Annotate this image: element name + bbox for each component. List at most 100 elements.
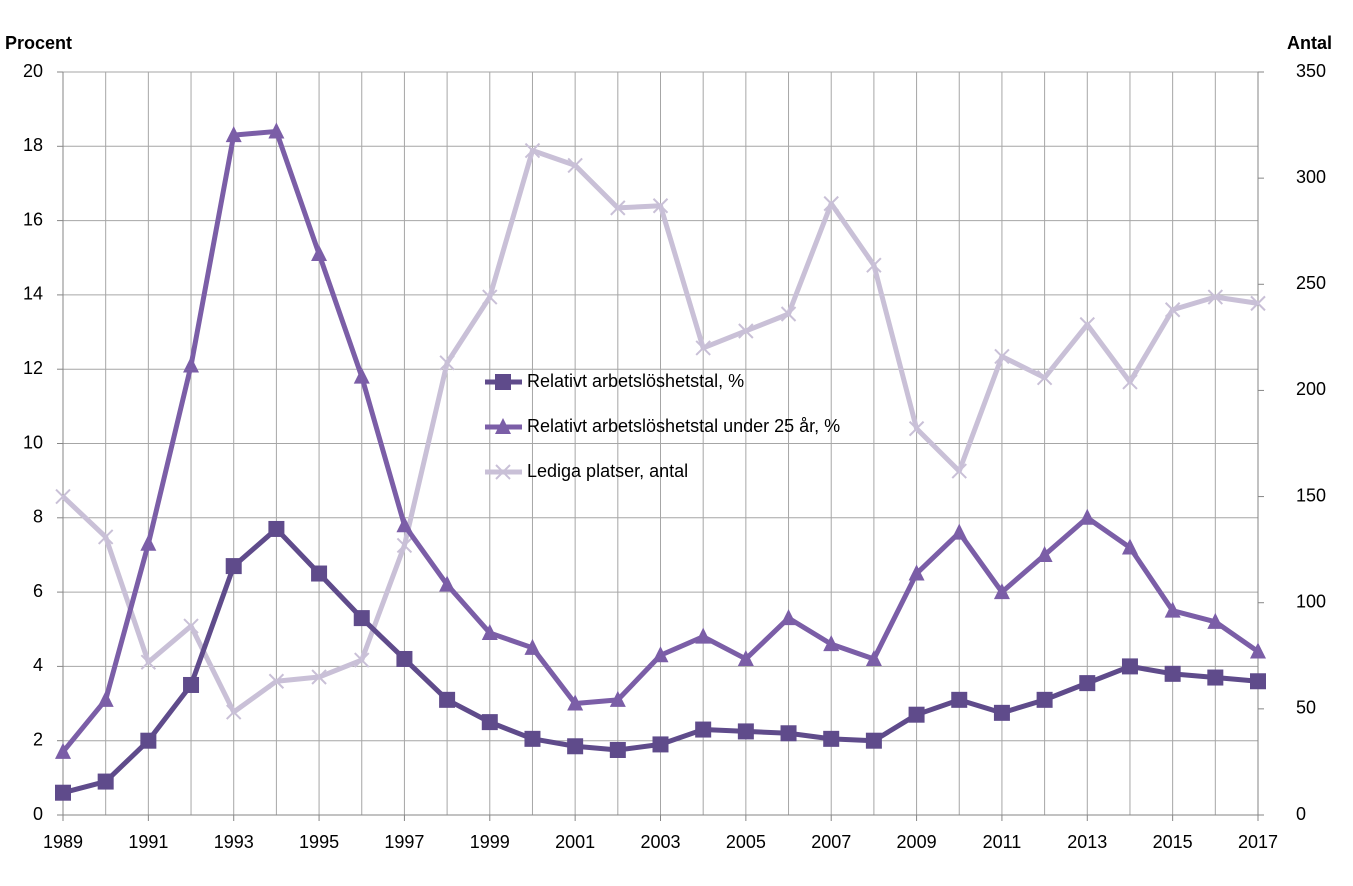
x-tick-label: 1991	[128, 832, 168, 852]
marker-triangle	[567, 694, 584, 711]
marker-square	[481, 714, 498, 731]
marker-square	[652, 736, 669, 753]
marker-square	[495, 374, 511, 390]
marker-triangle	[652, 646, 669, 663]
marker-triangle	[183, 356, 200, 373]
marker-square	[823, 730, 840, 747]
marker-square	[865, 732, 882, 749]
legend-label: Relativt arbetslöshetstal under 25 år, %	[527, 416, 840, 436]
x-tick-label: 2013	[1067, 832, 1107, 852]
marker-x	[55, 488, 71, 505]
x-tick-label: 2007	[811, 832, 851, 852]
y-axis-label: Procent	[5, 33, 72, 53]
marker-x	[738, 323, 754, 339]
y-tick-label: 0	[33, 804, 43, 824]
x-tick-label: 2011	[983, 832, 1022, 852]
marker-triangle	[439, 575, 456, 592]
y-tick-label: 8	[33, 507, 43, 527]
marker-square	[951, 691, 968, 708]
marker-square	[183, 676, 200, 693]
marker-triangle	[140, 534, 157, 551]
marker-triangle	[1207, 612, 1224, 629]
x-tick-label: 1989	[43, 832, 83, 852]
marker-x	[1250, 295, 1266, 312]
y2-tick-label: 250	[1296, 273, 1326, 293]
marker-triangle	[780, 609, 797, 626]
marker-square	[353, 610, 370, 627]
marker-x	[311, 669, 327, 685]
x-tick-label: 1993	[214, 832, 254, 852]
marker-x	[226, 704, 242, 720]
x-tick-label: 2015	[1153, 832, 1193, 852]
marker-square	[524, 730, 541, 747]
marker-triangle	[311, 245, 328, 262]
marker-triangle	[225, 126, 242, 143]
marker-square	[1250, 673, 1266, 690]
y2-tick-label: 0	[1296, 804, 1306, 824]
marker-x	[780, 306, 797, 322]
y2-axis-label: Antal	[1287, 33, 1332, 53]
marker-triangle	[823, 635, 840, 652]
y2-tick-label: 50	[1296, 698, 1316, 718]
marker-square	[1079, 675, 1096, 692]
y-tick-label: 10	[23, 432, 43, 452]
marker-x	[482, 289, 498, 305]
marker-x	[1079, 316, 1095, 333]
x-tick-label: 2003	[640, 832, 680, 852]
legend-label: Relativt arbetslöshetstal, %	[527, 371, 744, 391]
marker-x	[823, 195, 839, 212]
marker-triangle	[481, 623, 498, 640]
y2-tick-label: 150	[1296, 485, 1326, 505]
marker-x	[1036, 369, 1053, 386]
marker-triangle	[695, 627, 712, 644]
marker-square	[439, 691, 456, 708]
x-tick-label: 1997	[384, 832, 424, 852]
marker-triangle	[908, 564, 925, 581]
marker-x	[1122, 374, 1138, 390]
y2-tick-label: 100	[1296, 591, 1326, 611]
marker-x	[524, 142, 541, 159]
marker-square	[268, 520, 285, 537]
marker-triangle	[1036, 545, 1053, 562]
marker-triangle	[865, 649, 882, 666]
marker-triangle	[609, 690, 626, 707]
x-tick-label: 2017	[1238, 832, 1278, 852]
y2-tick-label: 300	[1296, 167, 1326, 187]
marker-square	[1121, 658, 1138, 675]
marker-x	[495, 464, 511, 480]
marker-square	[737, 723, 754, 740]
marker-x	[951, 463, 967, 479]
marker-triangle	[268, 122, 285, 139]
y-tick-label: 14	[23, 284, 43, 304]
y-tick-label: 2	[33, 729, 43, 749]
marker-triangle	[524, 638, 541, 655]
marker-square	[396, 650, 413, 667]
marker-x	[1207, 289, 1224, 305]
marker-square	[1036, 691, 1053, 708]
marker-triangle	[1121, 538, 1138, 555]
marker-x	[695, 340, 711, 356]
marker-triangle	[353, 367, 370, 384]
x-tick-label: 2009	[897, 832, 937, 852]
marker-triangle	[495, 418, 511, 434]
y-tick-label: 12	[23, 358, 43, 378]
legend-label: Lediga platser, antal	[527, 461, 688, 481]
marker-x	[652, 198, 669, 214]
marker-triangle	[737, 649, 754, 666]
marker-x	[354, 652, 370, 668]
marker-square	[567, 738, 584, 755]
marker-x	[994, 348, 1010, 365]
marker-square	[97, 773, 114, 790]
marker-x	[396, 537, 413, 554]
x-tick-label: 1999	[470, 832, 510, 852]
marker-square	[55, 784, 71, 801]
x-tick-label: 2001	[555, 832, 595, 852]
marker-x	[268, 673, 285, 689]
marker-x	[567, 157, 583, 174]
y-tick-label: 18	[23, 135, 43, 155]
y2-tick-label: 200	[1296, 379, 1326, 399]
marker-triangle	[1250, 642, 1266, 659]
x-tick-label: 2005	[726, 832, 766, 852]
y-tick-label: 16	[23, 209, 43, 229]
